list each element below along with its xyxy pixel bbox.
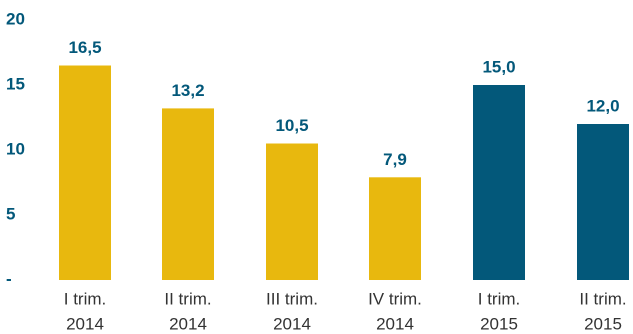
x-tick-label: 2015: [584, 314, 622, 333]
x-axis: I trim. 2014 II trim. 2014 III trim. 2014 IV t…: [64, 289, 627, 333]
bar: [369, 177, 421, 280]
x-tick-label: 2015: [480, 314, 518, 333]
bar: [162, 108, 214, 281]
bar: [266, 143, 318, 280]
data-labels: 16,5 13,2 10,5 7,9 15,0 12,0: [68, 38, 619, 169]
y-tick-label: 5: [6, 204, 15, 223]
data-label: 7,9: [383, 150, 407, 169]
y-tick-label: 15: [6, 74, 25, 93]
bar: [59, 65, 111, 280]
data-label: 12,0: [586, 96, 619, 115]
y-axis: - 5 10 15 20: [6, 9, 25, 288]
y-tick-label: 10: [6, 139, 25, 158]
y-tick-label: -: [6, 269, 12, 288]
y-tick-label: 20: [6, 9, 25, 28]
x-tick-label: 2014: [273, 314, 311, 333]
bars: [59, 65, 629, 281]
data-label: 16,5: [68, 38, 101, 57]
x-tick-label: 2014: [376, 314, 414, 333]
x-tick-label: I trim.: [64, 289, 107, 308]
bar: [473, 85, 525, 280]
data-label: 13,2: [171, 81, 204, 100]
x-tick-label: I trim.: [478, 289, 521, 308]
data-label: 15,0: [482, 57, 515, 76]
x-tick-label: 2014: [169, 314, 207, 333]
data-label: 10,5: [275, 116, 308, 135]
x-tick-label: III trim.: [266, 289, 318, 308]
bar: [577, 124, 629, 280]
x-tick-label: IV trim.: [368, 289, 422, 308]
x-tick-label: II trim.: [164, 289, 211, 308]
x-tick-label: II trim.: [579, 289, 626, 308]
x-tick-label: 2014: [66, 314, 104, 333]
